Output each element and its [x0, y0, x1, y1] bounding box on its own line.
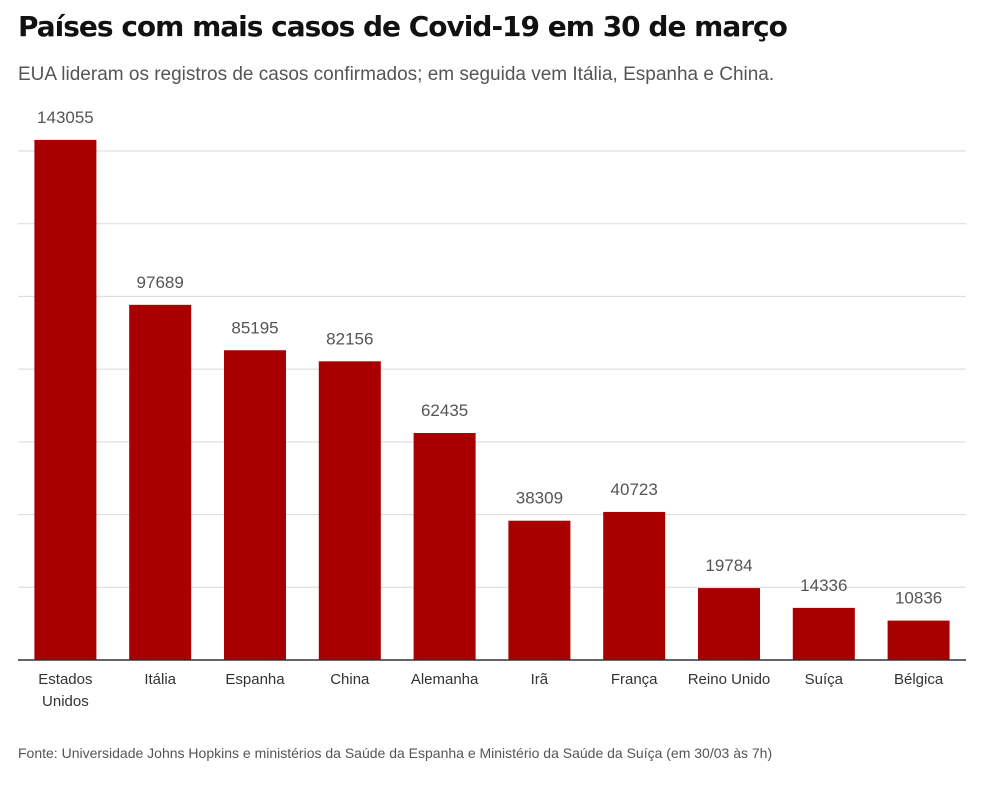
category-label: França	[611, 671, 658, 688]
category-label: Alemanha	[411, 671, 479, 688]
bar-chart: 143055 Estados Unidos 97689 Itália 85195 Espan…	[18, 108, 966, 710]
category-label: Espanha	[225, 671, 285, 688]
data-label: 10836	[895, 589, 942, 608]
category-label: Reino Unido	[688, 671, 771, 688]
category-label: China	[330, 671, 370, 688]
chart-subtitle: EUA lideram os registros de casos confir…	[18, 64, 775, 85]
category-label: Itália	[144, 671, 176, 688]
bar	[318, 361, 381, 660]
category-label: Estados Unidos	[38, 671, 92, 710]
bar	[603, 511, 666, 660]
data-label: 85195	[231, 318, 278, 337]
category-label: Bélgica	[894, 671, 944, 688]
bar	[129, 304, 192, 660]
data-label: 97689	[137, 273, 184, 292]
bar	[413, 433, 476, 660]
data-label: 40723	[611, 480, 658, 499]
data-label: 38309	[516, 489, 563, 508]
bar	[508, 520, 571, 660]
bar	[224, 350, 286, 660]
data-label: 62435	[421, 401, 468, 420]
bar	[887, 620, 950, 660]
category-label: Suíça	[805, 671, 844, 688]
data-label: 143055	[37, 108, 94, 127]
category-label: Irã	[531, 671, 549, 688]
bar	[698, 588, 760, 660]
data-label: 19784	[705, 556, 752, 575]
data-label: 82156	[326, 329, 373, 348]
data-label: 14336	[800, 576, 847, 595]
bar	[792, 607, 855, 660]
source-note: Fonte: Universidade Johns Hopkins e mini…	[18, 745, 773, 761]
bar	[34, 139, 97, 661]
chart-title: Países com mais casos de Covid-19 em 30 …	[18, 10, 788, 43]
